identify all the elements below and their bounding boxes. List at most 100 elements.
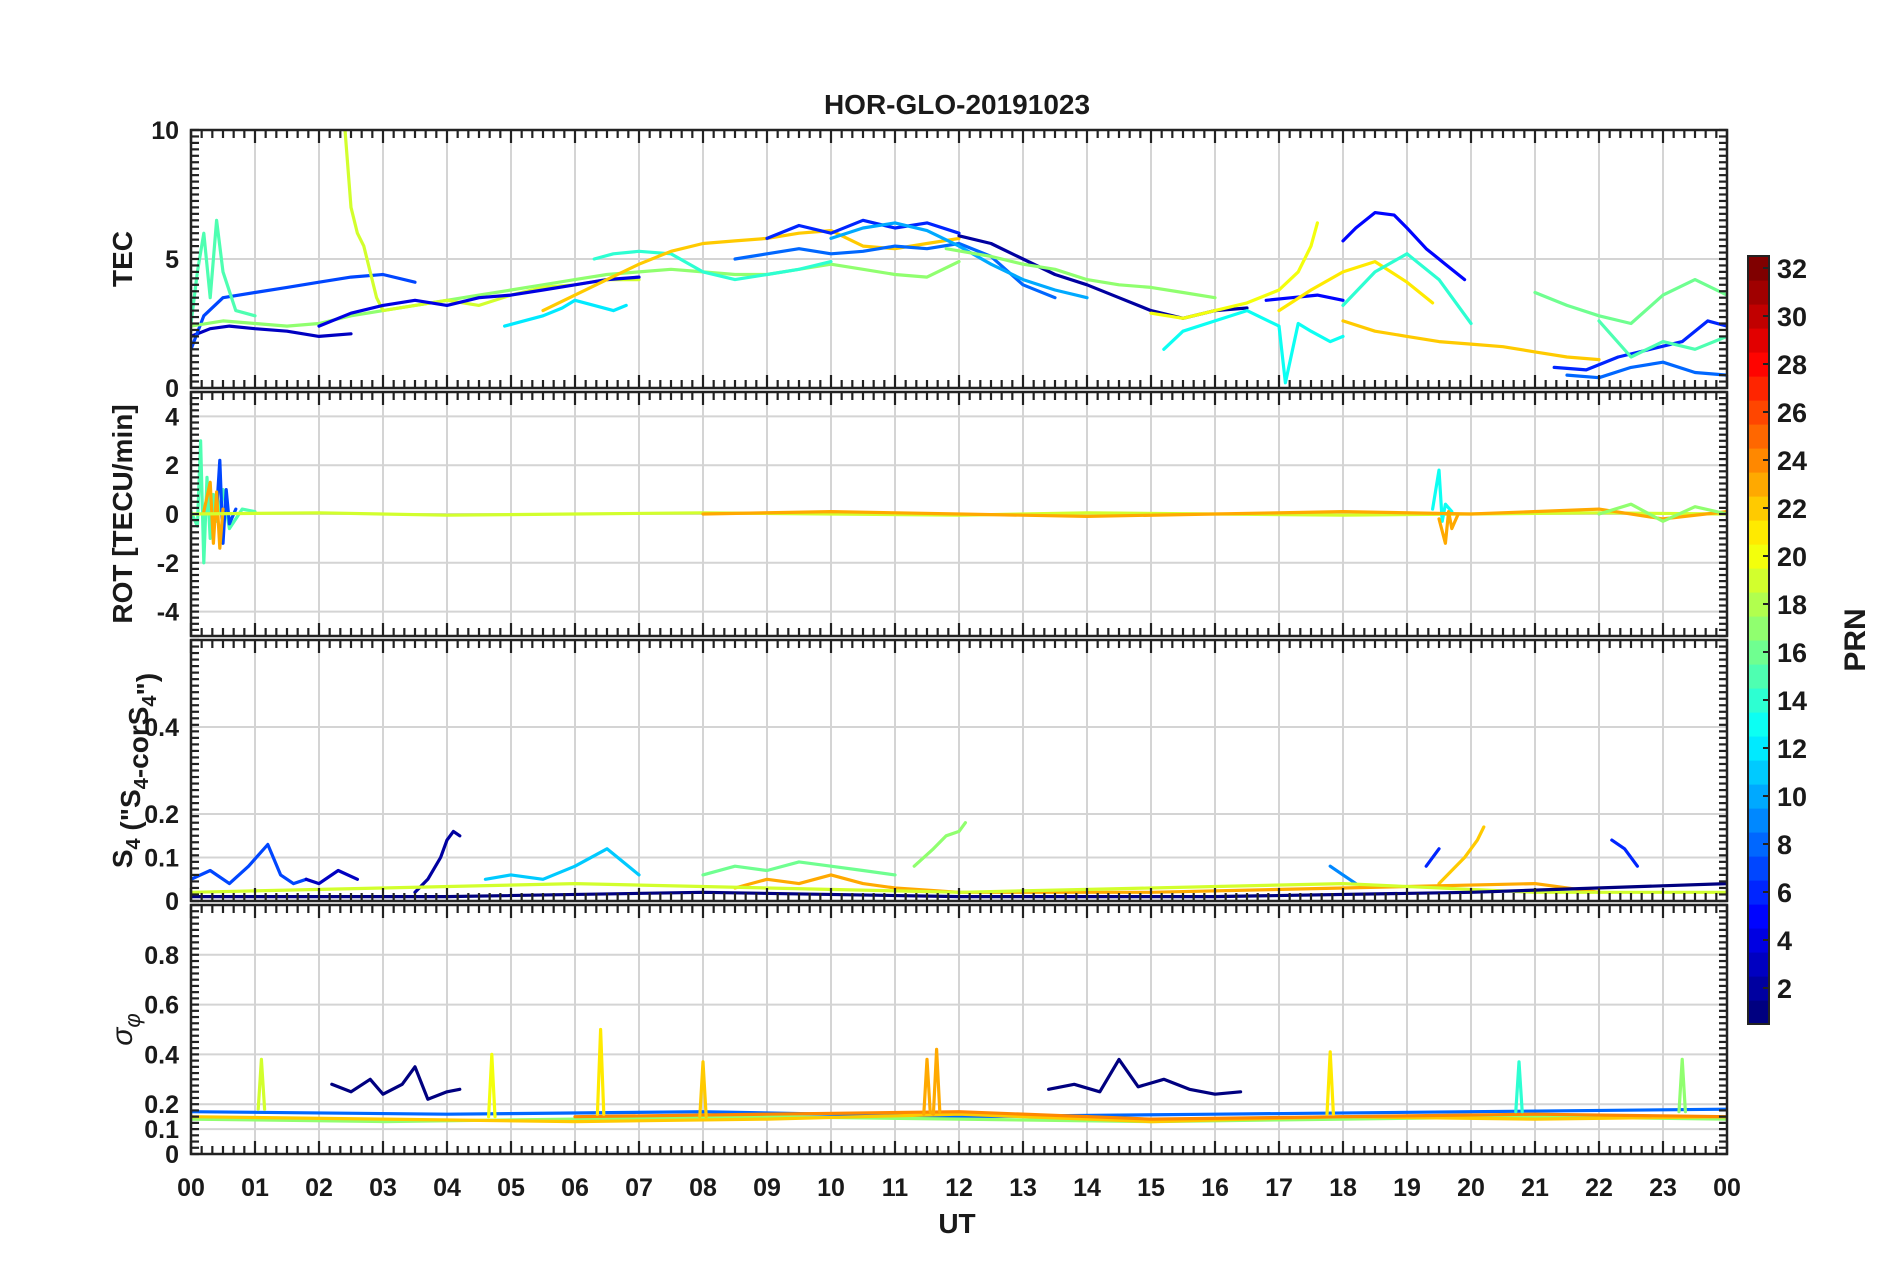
colorbar-tick-label: 14: [1777, 686, 1807, 716]
colorbar-segment: [1748, 376, 1769, 401]
y-tick-label: 0.1: [144, 1116, 179, 1144]
series-line-prn-23: [701, 507, 1727, 521]
y-tick-label: 0.4: [144, 714, 179, 742]
colorbar-segment: [1748, 832, 1769, 857]
series-line-prn-23: [202, 480, 225, 550]
colorbar-tick-label: 20: [1777, 542, 1807, 572]
x-tick-label: 06: [561, 1174, 589, 1202]
colorbar-segment: [1748, 736, 1769, 761]
y-axis-label: ROT [TECU/min]: [107, 404, 138, 623]
x-tick-label: 00: [1713, 1174, 1741, 1202]
series-line-prn-3: [304, 868, 359, 886]
x-tick-label: 16: [1201, 1174, 1229, 1202]
y-tick-label: -2: [157, 550, 179, 578]
axes-frame: [189, 390, 1729, 638]
colorbar-segment: [1748, 568, 1769, 593]
series-line-prn-17: [912, 821, 968, 868]
x-tick-label: 02: [305, 1174, 333, 1202]
series-line-prn-1: [330, 1065, 462, 1101]
y-tick-label: 0.8: [144, 942, 179, 970]
series-line-prn-16: [701, 860, 897, 877]
series-line-prn-24: [573, 1110, 1727, 1121]
y-tick-label: 0.2: [144, 1091, 179, 1119]
series-line-prn-21: [1277, 260, 1435, 313]
y-tick-label: 0.6: [144, 992, 179, 1020]
series-line-prn-6: [1424, 847, 1441, 868]
colorbar-segment: [1748, 328, 1769, 353]
panel-tec: 0 5 10 TEC: [107, 117, 1729, 403]
colorbar-segment: [1748, 880, 1769, 905]
series-line-prn-5: [1264, 293, 1345, 302]
x-axis-label: UT: [938, 1208, 975, 1239]
series-line-prn-15: [1597, 319, 1727, 359]
series-line-prn-6: [765, 218, 961, 240]
x-tick-label: 00: [177, 1174, 205, 1202]
x-tick-label: 01: [241, 1174, 269, 1202]
colorbar-segment: [1748, 928, 1769, 953]
x-tick-label: 03: [369, 1174, 397, 1202]
colorbar-segment: [1748, 616, 1769, 641]
colorbar-segment: [1748, 400, 1769, 425]
series-line-prn-20: [487, 1052, 497, 1119]
colorbar-segment: [1748, 688, 1769, 713]
series-line-prn-9: [1328, 864, 1358, 886]
series-line-prn-16: [1533, 278, 1727, 326]
colorbar-tick-label: 24: [1777, 446, 1807, 476]
colorbar-segment: [1748, 304, 1769, 329]
series-line-prn-3: [191, 324, 353, 338]
x-tick-label: 20: [1457, 1174, 1485, 1202]
x-tick-label: 22: [1585, 1174, 1613, 1202]
colorbar-segment: [1748, 424, 1769, 449]
x-tick-label: 11: [882, 1174, 909, 1202]
series-line-prn-8: [733, 241, 1057, 300]
series-line-prn-20: [1149, 221, 1320, 320]
x-tick-label: 04: [433, 1174, 461, 1202]
colorbar-segment: [1748, 712, 1769, 737]
series-line-prn-14: [1514, 1060, 1524, 1114]
series-line-prn-21: [1325, 1050, 1336, 1116]
colorbar-segment: [1748, 592, 1769, 617]
x-tick-label: 13: [1009, 1174, 1037, 1202]
colorbar-tick-label: 30: [1777, 302, 1807, 332]
colorbar-segment: [1748, 352, 1769, 377]
y-tick-label: -4: [157, 599, 179, 627]
series-line-prn-23: [922, 1047, 942, 1116]
y-tick-label: 0: [165, 888, 179, 916]
series-line-prn-14: [1341, 252, 1473, 326]
axes-frame: [189, 128, 1729, 390]
colorbar-tick-label: 22: [1777, 494, 1807, 524]
colorbar-segment: [1748, 856, 1769, 881]
series-line-prn-12: [503, 298, 628, 328]
y-tick-label: 0.4: [144, 1041, 179, 1069]
figure-title: HOR-GLO-20191023: [824, 89, 1090, 120]
series-line-prn-22: [1437, 825, 1486, 886]
series-line-prn-21: [595, 1027, 606, 1116]
series-line-prn-2: [413, 829, 462, 894]
panel-sigmaphi: 00.10.2 0.4 0.6 0.8 σφ 00 01 02 03 04 05 06 07 08 09 10…: [106, 903, 1741, 1202]
x-tick-label: 05: [497, 1174, 525, 1202]
y-tick-label: 0: [165, 1141, 179, 1169]
series-line-prn-5: [1341, 211, 1467, 282]
x-tick-label: 23: [1649, 1174, 1677, 1202]
axes-frame: [189, 638, 1729, 903]
x-tick-label: 09: [753, 1174, 781, 1202]
series-line-prn-17: [1677, 1057, 1688, 1114]
colorbar-segment: [1748, 448, 1769, 473]
colorbar-tick-label: 12: [1777, 734, 1807, 764]
colorbar-tick-label: 10: [1777, 782, 1807, 812]
colorbar-tick-label: 16: [1777, 638, 1807, 668]
series-line-prn-4: [317, 275, 641, 328]
colorbar-segment: [1748, 640, 1769, 665]
series-line-prn-11: [483, 847, 641, 881]
panel-rot: -4 -2 0 2 4 ROT [TECU/min]: [107, 390, 1729, 638]
series-group: [191, 130, 1727, 385]
series-line-prn-13: [1430, 468, 1454, 523]
colorbar-segment: [1748, 976, 1769, 1001]
series-line-prn-17: [191, 260, 961, 328]
x-tick-label: 21: [1521, 1174, 1549, 1202]
colorbar-tick-label: 2: [1777, 974, 1792, 1004]
colorbar-segment: [1748, 664, 1769, 689]
